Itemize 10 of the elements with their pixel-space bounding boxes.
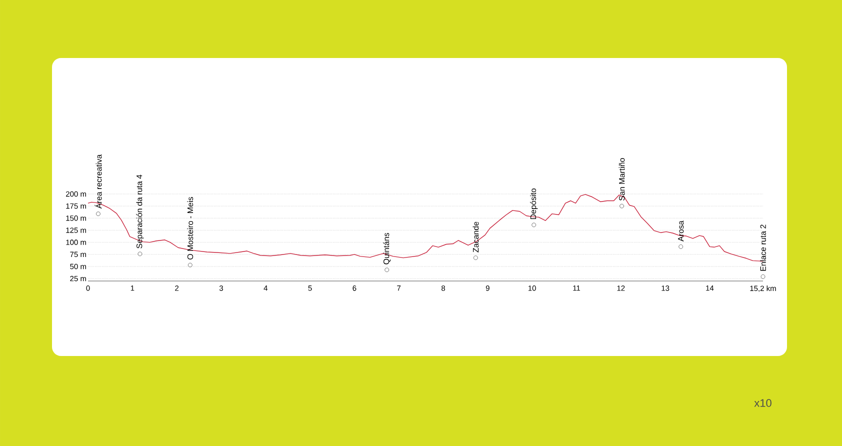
annotation: Arosa xyxy=(678,220,684,242)
annotation: Enlace ruta 2 xyxy=(760,224,766,271)
text: x10 xyxy=(754,399,772,407)
annotation: San Martiño xyxy=(618,158,625,201)
annotation: Zacande xyxy=(472,222,479,252)
annotation: Área recreativa xyxy=(94,154,102,209)
annotation: Separación da ruta 4 xyxy=(136,174,144,248)
annotation: O Mosteiro - Meis xyxy=(187,197,194,260)
annotation: Depósito xyxy=(530,188,538,220)
annotation: Quintáns xyxy=(383,232,391,264)
